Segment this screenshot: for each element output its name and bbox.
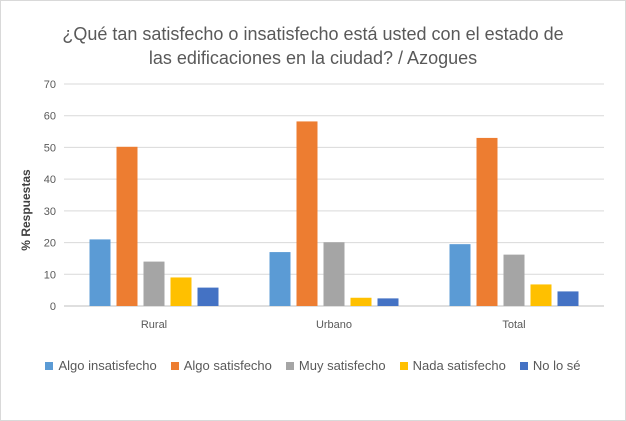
- legend-label: No lo sé: [532, 358, 581, 373]
- legend-swatch: [45, 361, 54, 370]
- y-tick-label: 60: [44, 111, 56, 123]
- bar-total-5: [557, 291, 579, 306]
- bar-rural-1: [89, 239, 111, 306]
- chart-title: ¿Qué tan satisfecho o insatisfecho está …: [40, 22, 586, 70]
- y-tick-label: 10: [44, 269, 56, 281]
- legend-swatch: [285, 361, 294, 370]
- legend-swatch: [170, 361, 179, 370]
- y-tick-label: 20: [44, 238, 56, 250]
- bar-total-3: [503, 254, 525, 306]
- x-category-label: Total: [502, 319, 525, 331]
- x-category-label: Urbano: [316, 319, 352, 331]
- legend-item: Nada satisfecho: [399, 358, 506, 373]
- legend-label: Algo satisfecho: [183, 358, 272, 373]
- y-axis-ticks: 0 10 20 30 40 50 60 70: [44, 79, 56, 313]
- y-tick-label: 0: [50, 301, 56, 313]
- bars: [89, 121, 579, 307]
- y-tick-label: 50: [44, 142, 56, 154]
- bar-urbano-3: [323, 242, 345, 306]
- x-category-label: Rural: [141, 319, 167, 331]
- bar-urbano-2: [296, 121, 318, 307]
- legend-label: Nada satisfecho: [412, 358, 506, 373]
- bar-urbano-4: [350, 297, 372, 306]
- x-axis-categories: Rural Urbano Total: [141, 319, 526, 331]
- chart-title-line-2: las edificaciones en la ciudad? / Azogue…: [148, 48, 478, 68]
- legend-label: Muy satisfecho: [298, 358, 386, 373]
- bar-urbano-1: [269, 252, 291, 306]
- y-axis-label: % Respuestas: [19, 169, 33, 251]
- bar-total-1: [449, 244, 471, 306]
- y-tick-label: 70: [44, 79, 56, 91]
- bar-total-2: [476, 137, 498, 306]
- bar-rural-3: [143, 261, 165, 306]
- bar-rural-4: [170, 277, 192, 306]
- legend-item: Algo insatisfecho: [45, 358, 157, 373]
- chart-legend: Algo insatisfecho Algo satisfecho Muy sati…: [0, 358, 626, 373]
- y-tick-label: 40: [44, 174, 56, 186]
- legend-item: No lo sé: [519, 358, 581, 373]
- bar-urbano-5: [377, 298, 399, 306]
- bar-total-4: [530, 284, 552, 306]
- legend-swatch: [519, 361, 528, 370]
- chart-title-line-1: ¿Qué tan satisfecho o insatisfecho está …: [62, 24, 564, 44]
- legend-item: Algo satisfecho: [170, 358, 272, 373]
- bar-rural-2: [116, 146, 138, 306]
- y-tick-label: 30: [44, 206, 56, 218]
- bar-rural-5: [197, 287, 219, 306]
- legend-item: Muy satisfecho: [285, 358, 386, 373]
- legend-swatch: [399, 361, 408, 370]
- legend-label: Algo insatisfecho: [58, 358, 157, 373]
